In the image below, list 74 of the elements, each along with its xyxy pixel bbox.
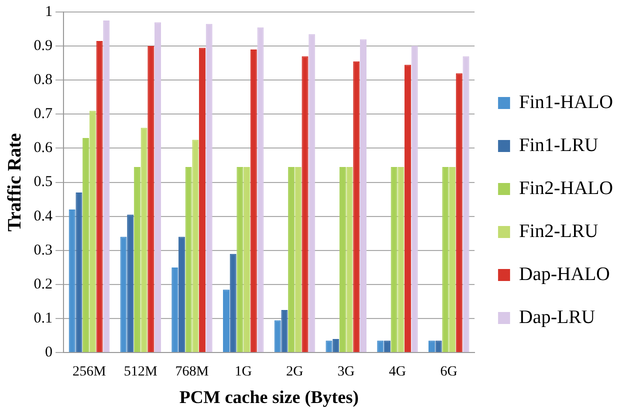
legend-label: Dap-HALO [519, 264, 610, 285]
y-tick-label: 0.4 [34, 208, 54, 224]
bar [302, 56, 308, 352]
y-tick-label: 0.6 [34, 140, 54, 156]
bar [456, 73, 462, 352]
bar [442, 166, 449, 352]
legend-label: Fin2-LRU [519, 220, 599, 242]
bar [411, 46, 418, 352]
x-tick-label: 6G [440, 364, 458, 380]
bar [435, 340, 442, 352]
bar [274, 320, 281, 352]
x-tick-label: 3G [338, 364, 355, 380]
y-tick-label: 0 [45, 344, 53, 361]
legend-label: Fin1-HALO [519, 92, 614, 113]
bar [89, 110, 96, 352]
legend-label: Dap-LRU [519, 306, 596, 328]
x-tick-label: 256M [72, 364, 107, 380]
bar [96, 40, 103, 352]
bar [288, 166, 295, 352]
x-tick-label: 1G [234, 364, 252, 380]
x-tick-label: 4G [388, 364, 406, 380]
x-tick-label: 512M [124, 364, 158, 380]
y-tick-label: 0.5 [34, 174, 53, 190]
bar [384, 340, 390, 352]
y-tick-label: 0.1 [34, 310, 53, 326]
y-axis-title: Traffic Rate [4, 133, 26, 232]
y-tick-label: 0.2 [34, 276, 53, 292]
x-axis-title: PCM cache size (Bytes) [179, 386, 359, 407]
bar [360, 39, 366, 352]
bar [134, 166, 140, 352]
bar [257, 27, 264, 352]
bar [185, 166, 192, 352]
bar [199, 48, 206, 352]
y-tick-label: 1 [45, 4, 53, 20]
bar [178, 236, 185, 352]
x-tick-label: 2G [286, 364, 304, 380]
y-tick-label: 0.7 [34, 106, 54, 122]
bar [462, 56, 470, 352]
bar [68, 210, 76, 352]
bar [332, 338, 340, 352]
legend-label: Fin2-HALO [519, 178, 614, 199]
bar [250, 49, 257, 352]
bar [206, 24, 212, 352]
x-tick-label: 768M [175, 364, 210, 380]
bar [82, 138, 90, 352]
bar [76, 192, 82, 352]
bar [192, 140, 199, 352]
bar [103, 20, 110, 352]
bar [236, 166, 244, 352]
bar [244, 166, 250, 352]
bar [308, 34, 316, 352]
bar [222, 290, 230, 352]
bar [148, 46, 154, 352]
bar [140, 128, 148, 352]
bar [230, 254, 236, 352]
bar [281, 310, 288, 352]
legend-label: Fin1-LRU [519, 134, 599, 156]
bar [154, 22, 161, 352]
bar [428, 340, 435, 352]
bar [449, 166, 456, 352]
y-tick-label: 0.9 [34, 38, 53, 54]
bar [404, 64, 412, 352]
bar [326, 340, 332, 352]
y-tick-label: 0.3 [34, 242, 53, 258]
bar [346, 166, 353, 352]
bar [339, 166, 346, 352]
bar [398, 166, 404, 352]
y-tick-label: 0.8 [34, 72, 53, 88]
bar [353, 61, 360, 352]
bar [294, 166, 302, 352]
bar [377, 340, 384, 352]
bar [120, 236, 127, 352]
bar [172, 267, 178, 352]
bar [390, 166, 398, 352]
